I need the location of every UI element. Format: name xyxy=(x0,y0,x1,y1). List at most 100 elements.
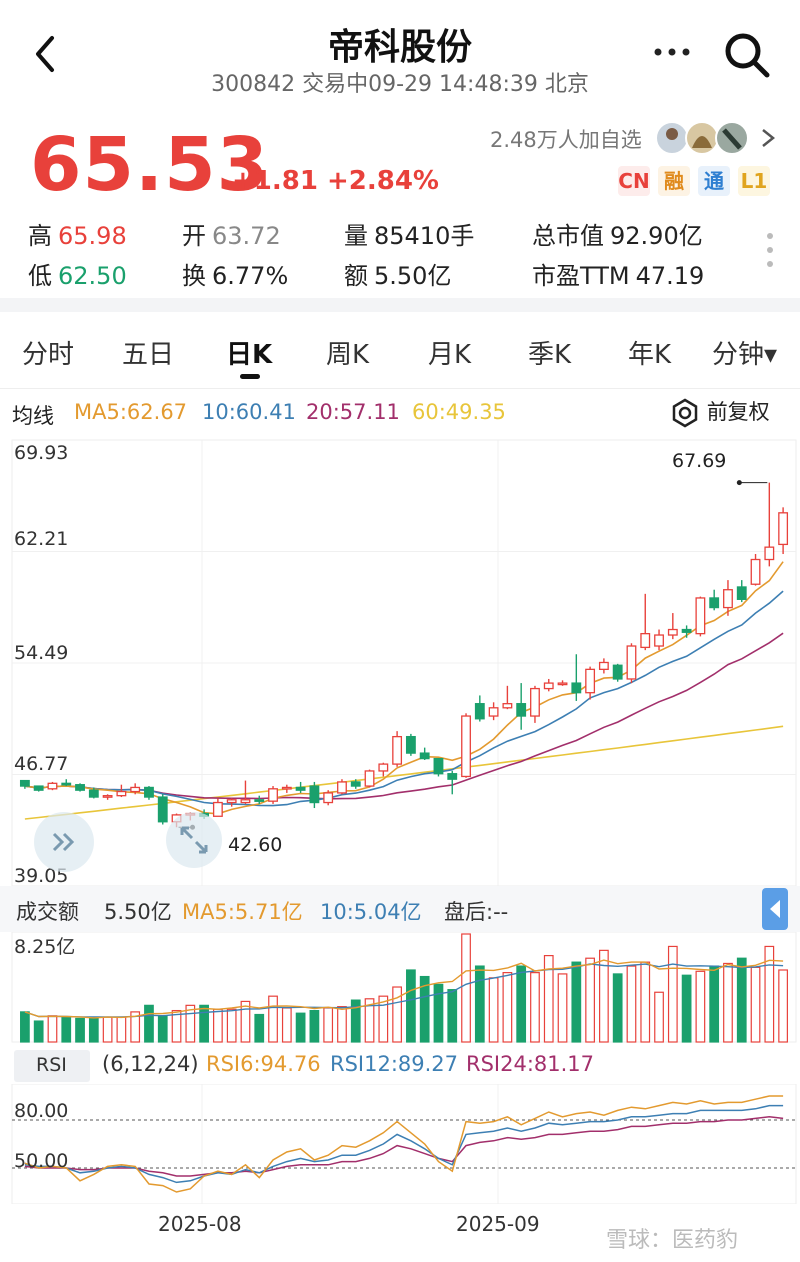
volume-bar xyxy=(61,1016,72,1043)
candlestick-chart[interactable] xyxy=(0,430,800,890)
tag-connect[interactable]: 通 xyxy=(698,166,730,196)
rsi6-line xyxy=(24,1095,784,1193)
side-panel-toggle[interactable] xyxy=(762,888,788,930)
tab-daily-k[interactable]: 日K xyxy=(226,340,273,370)
candle-body xyxy=(309,785,320,804)
volume-chart[interactable] xyxy=(0,932,800,1044)
after-hours: 盘后:-- xyxy=(444,900,509,924)
candle-body xyxy=(350,781,361,787)
tag-cn[interactable]: CN xyxy=(618,166,650,196)
triangle-left-icon xyxy=(770,900,780,918)
candle-body xyxy=(157,796,168,823)
stat-turnover-label: 换 xyxy=(182,262,206,290)
expand-left-button[interactable] xyxy=(34,812,94,872)
volume-bar xyxy=(433,983,444,1043)
tag-level1[interactable]: L1 xyxy=(738,166,770,196)
watermark-text: 雪球：医药豹 xyxy=(606,1228,739,1253)
tab-minute[interactable]: 分钟▾ xyxy=(712,340,778,370)
tab-quarterly-k[interactable]: 季K xyxy=(528,340,572,370)
volume-bar xyxy=(543,955,554,1043)
volume-header-bg xyxy=(0,886,800,932)
volume-axis-top: 8.25亿 xyxy=(14,936,76,958)
volume-bar xyxy=(406,969,416,1043)
stat-open-label: 开 xyxy=(182,222,206,250)
fullscreen-button[interactable] xyxy=(166,812,222,868)
tab-intraday[interactable]: 分时 xyxy=(22,340,75,370)
candle-body xyxy=(612,664,623,680)
candle-body xyxy=(212,801,223,817)
volume-label[interactable]: 成交额 xyxy=(16,900,79,924)
volume-bar xyxy=(447,989,458,1043)
candle-body xyxy=(667,628,678,636)
search-icon[interactable] xyxy=(722,30,772,80)
rsi-params: (6,12,24) xyxy=(102,1052,199,1076)
volume-bar xyxy=(612,973,623,1043)
candle-body xyxy=(130,786,141,793)
candle-body xyxy=(502,703,513,709)
price-change: +1.81 +2.84% xyxy=(232,166,439,196)
volume-bar xyxy=(778,969,788,1043)
candle-body xyxy=(723,589,733,609)
candle-body xyxy=(598,661,609,671)
more-options-icon[interactable] xyxy=(652,40,692,64)
followers-count[interactable]: 2.48万人加自选 xyxy=(490,128,642,152)
candle-body xyxy=(254,799,265,802)
rsi-level-high: 80.00 xyxy=(14,1100,69,1122)
volume-bar xyxy=(47,1015,58,1043)
price-axis-label-3: 46.77 xyxy=(14,753,69,775)
ma20-value: 20:57.11 xyxy=(306,400,400,424)
candle-body xyxy=(19,779,30,787)
stat-low: 低 62.50 xyxy=(28,256,127,291)
volume-bar xyxy=(226,1008,237,1043)
change-amount: +1.81 xyxy=(232,166,318,196)
tab-weekly-k[interactable]: 周K xyxy=(326,340,370,370)
volume-bar xyxy=(350,999,361,1043)
candle-body xyxy=(585,668,596,694)
rsi-indicator-tab[interactable] xyxy=(14,1050,90,1082)
tab-five-day[interactable]: 五日 xyxy=(122,340,175,370)
stat-amount-value: 5.50亿 xyxy=(374,262,452,290)
volume-bar xyxy=(75,1017,85,1043)
volume-bar xyxy=(557,973,568,1043)
candle-body xyxy=(640,633,651,649)
stat-low-label: 低 xyxy=(28,262,52,290)
volume-bar xyxy=(654,991,664,1043)
volume-bar xyxy=(640,961,651,1043)
candle-body xyxy=(33,785,44,791)
settings-icon xyxy=(672,398,698,428)
candle-body xyxy=(364,770,375,787)
candle-body xyxy=(337,781,347,794)
tab-monthly-k[interactable]: 月K xyxy=(428,340,472,370)
trading-status: 交易中09-29 14:48:39 北京 xyxy=(302,72,589,97)
max-price-annotation: 67.69 xyxy=(672,450,727,472)
max-marker-dot xyxy=(736,480,742,486)
volume-bar xyxy=(599,949,609,1043)
volume-bar xyxy=(723,962,733,1043)
tab-yearly-k[interactable]: 年K xyxy=(628,340,672,370)
candle-body xyxy=(226,799,237,804)
chevron-right-icon[interactable] xyxy=(760,128,776,148)
volume-bar xyxy=(681,974,692,1043)
volume-bar xyxy=(281,1007,292,1043)
rsi-chart[interactable] xyxy=(0,1084,800,1204)
volume-bar xyxy=(295,1012,306,1043)
tab-divider xyxy=(0,388,800,389)
adjust-toggle[interactable]: 前复权 xyxy=(670,396,770,428)
rsi-panel-frame xyxy=(11,1084,797,1204)
volume-ma5-line xyxy=(24,959,784,1019)
candle-body xyxy=(240,799,251,804)
active-tab-indicator xyxy=(240,374,260,379)
expand-stats-icon[interactable] xyxy=(764,230,776,270)
candle-body xyxy=(295,786,306,791)
volume-bar xyxy=(33,1020,44,1043)
x-axis-label-0: 2025-08 xyxy=(158,1212,242,1236)
price-axis-label-2: 54.49 xyxy=(14,642,69,664)
candle-body xyxy=(695,597,706,635)
tag-margin[interactable]: 融 xyxy=(658,166,690,196)
volume-bar xyxy=(461,933,471,1043)
back-arrow-icon[interactable] xyxy=(26,34,66,74)
follower-avatars[interactable] xyxy=(654,118,750,158)
volume-bar xyxy=(392,986,402,1043)
ma5-line xyxy=(24,561,784,815)
expand-arrows-icon xyxy=(180,826,208,854)
